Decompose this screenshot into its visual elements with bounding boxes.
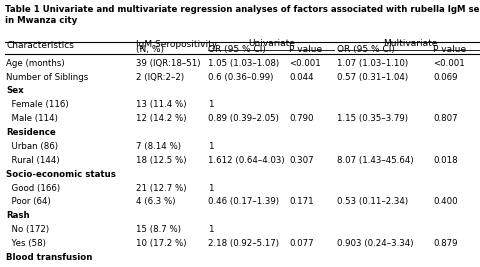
Text: Female (116): Female (116): [6, 100, 69, 109]
Text: 1: 1: [208, 225, 213, 234]
Text: 0.171: 0.171: [289, 198, 314, 206]
Text: 15 (8.7 %): 15 (8.7 %): [136, 225, 181, 234]
Text: 0.89 (0.39–2.05): 0.89 (0.39–2.05): [208, 114, 279, 123]
Text: Univariate: Univariate: [248, 40, 295, 48]
Text: Blood transfusion: Blood transfusion: [6, 253, 93, 262]
Text: Number of Siblings: Number of Siblings: [6, 73, 88, 81]
Text: 0.46 (0.17–1.39): 0.46 (0.17–1.39): [208, 198, 279, 206]
Text: 0.307: 0.307: [289, 156, 314, 165]
Text: 1: 1: [208, 142, 213, 151]
Text: 0.069: 0.069: [433, 73, 458, 81]
Text: 4 (6.3 %): 4 (6.3 %): [136, 198, 175, 206]
Text: 12 (14.2 %): 12 (14.2 %): [136, 114, 186, 123]
Text: P value: P value: [289, 45, 323, 54]
Text: Characteristics: Characteristics: [6, 41, 74, 50]
Text: 1.612 (0.64–4.03): 1.612 (0.64–4.03): [208, 156, 285, 165]
Text: <0.001: <0.001: [433, 59, 465, 68]
Text: 0.790: 0.790: [289, 114, 314, 123]
Text: Age (months): Age (months): [6, 59, 65, 68]
Text: OR (95 % CI): OR (95 % CI): [337, 45, 396, 54]
Text: Rural (144): Rural (144): [6, 156, 60, 165]
Text: 0.6 (0.36–0.99): 0.6 (0.36–0.99): [208, 73, 273, 81]
Text: Yes (58): Yes (58): [6, 239, 46, 248]
Text: 0.018: 0.018: [433, 156, 458, 165]
Text: No (172): No (172): [6, 225, 49, 234]
Text: 0.53 (0.11–2.34): 0.53 (0.11–2.34): [337, 198, 408, 206]
Text: 2 (IQR:2–2): 2 (IQR:2–2): [136, 73, 184, 81]
Text: Socio-economic status: Socio-economic status: [6, 170, 116, 179]
Text: 1.07 (1.03–1.10): 1.07 (1.03–1.10): [337, 59, 408, 68]
Text: <0.001: <0.001: [289, 59, 321, 68]
Text: (N, %): (N, %): [136, 45, 164, 54]
Text: 0.879: 0.879: [433, 239, 458, 248]
Text: 39 (IQR:18–51): 39 (IQR:18–51): [136, 59, 200, 68]
Text: 0.903 (0.24–3.34): 0.903 (0.24–3.34): [337, 239, 414, 248]
Text: 1.15 (0.35–3.79): 1.15 (0.35–3.79): [337, 114, 408, 123]
Text: 0.57 (0.31–1.04): 0.57 (0.31–1.04): [337, 73, 408, 81]
Text: IgM Seropositivity: IgM Seropositivity: [136, 40, 217, 49]
Text: Good (166): Good (166): [6, 184, 60, 193]
Text: Table 1 Univariate and multivariate regression analyses of factors associated wi: Table 1 Univariate and multivariate regr…: [5, 5, 480, 25]
Text: 0.077: 0.077: [289, 239, 314, 248]
Text: OR (95 % CI): OR (95 % CI): [208, 45, 266, 54]
Text: 1: 1: [208, 184, 213, 193]
Text: Rash: Rash: [6, 211, 30, 220]
Text: 21 (12.7 %): 21 (12.7 %): [136, 184, 186, 193]
Text: Sex: Sex: [6, 87, 24, 95]
Text: 10 (17.2 %): 10 (17.2 %): [136, 239, 186, 248]
Text: 0.044: 0.044: [289, 73, 314, 81]
Text: Residence: Residence: [6, 128, 56, 137]
Text: 1.05 (1.03–1.08): 1.05 (1.03–1.08): [208, 59, 279, 68]
Text: Multivariate: Multivariate: [383, 40, 438, 48]
Text: P value: P value: [433, 45, 467, 54]
Text: 1: 1: [208, 100, 213, 109]
Text: 8.07 (1.43–45.64): 8.07 (1.43–45.64): [337, 156, 414, 165]
Text: Male (114): Male (114): [6, 114, 58, 123]
Text: 7 (8.14 %): 7 (8.14 %): [136, 142, 181, 151]
Text: Poor (64): Poor (64): [6, 198, 51, 206]
Text: 2.18 (0.92–5.17): 2.18 (0.92–5.17): [208, 239, 279, 248]
Text: Urban (86): Urban (86): [6, 142, 58, 151]
Text: 0.400: 0.400: [433, 198, 458, 206]
Text: 18 (12.5 %): 18 (12.5 %): [136, 156, 186, 165]
Text: 0.807: 0.807: [433, 114, 458, 123]
Text: 13 (11.4 %): 13 (11.4 %): [136, 100, 186, 109]
